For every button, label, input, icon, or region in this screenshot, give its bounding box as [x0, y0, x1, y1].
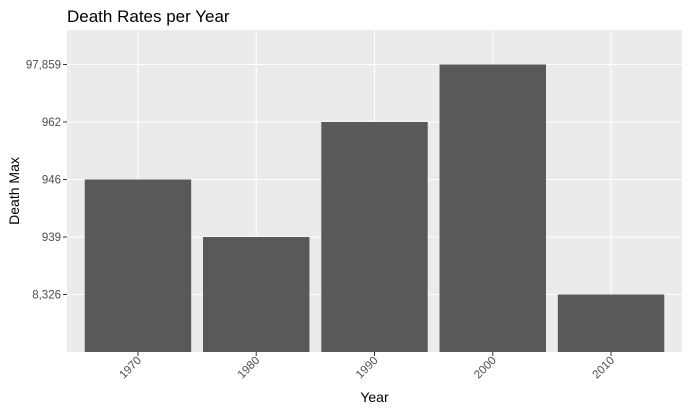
- bar-1990: [321, 122, 428, 352]
- y-axis-title: Death Max: [6, 157, 22, 225]
- bar-2010: [557, 294, 665, 352]
- y-tick-label: 946: [42, 175, 61, 187]
- x-axis-title: Year: [360, 389, 389, 405]
- chart-title: Death Rates per Year: [67, 7, 230, 26]
- y-tick-label: 939: [42, 232, 61, 244]
- y-tick-label: 962: [42, 117, 61, 129]
- bars: [84, 64, 665, 352]
- bar-2000: [439, 64, 546, 352]
- y-axis: 8,326 939 946 962 97,859: [26, 60, 67, 302]
- bar-1980: [203, 237, 310, 352]
- y-tick-label: 8,326: [32, 290, 61, 302]
- bar-1970: [84, 179, 192, 352]
- y-tick-label: 97,859: [26, 60, 61, 72]
